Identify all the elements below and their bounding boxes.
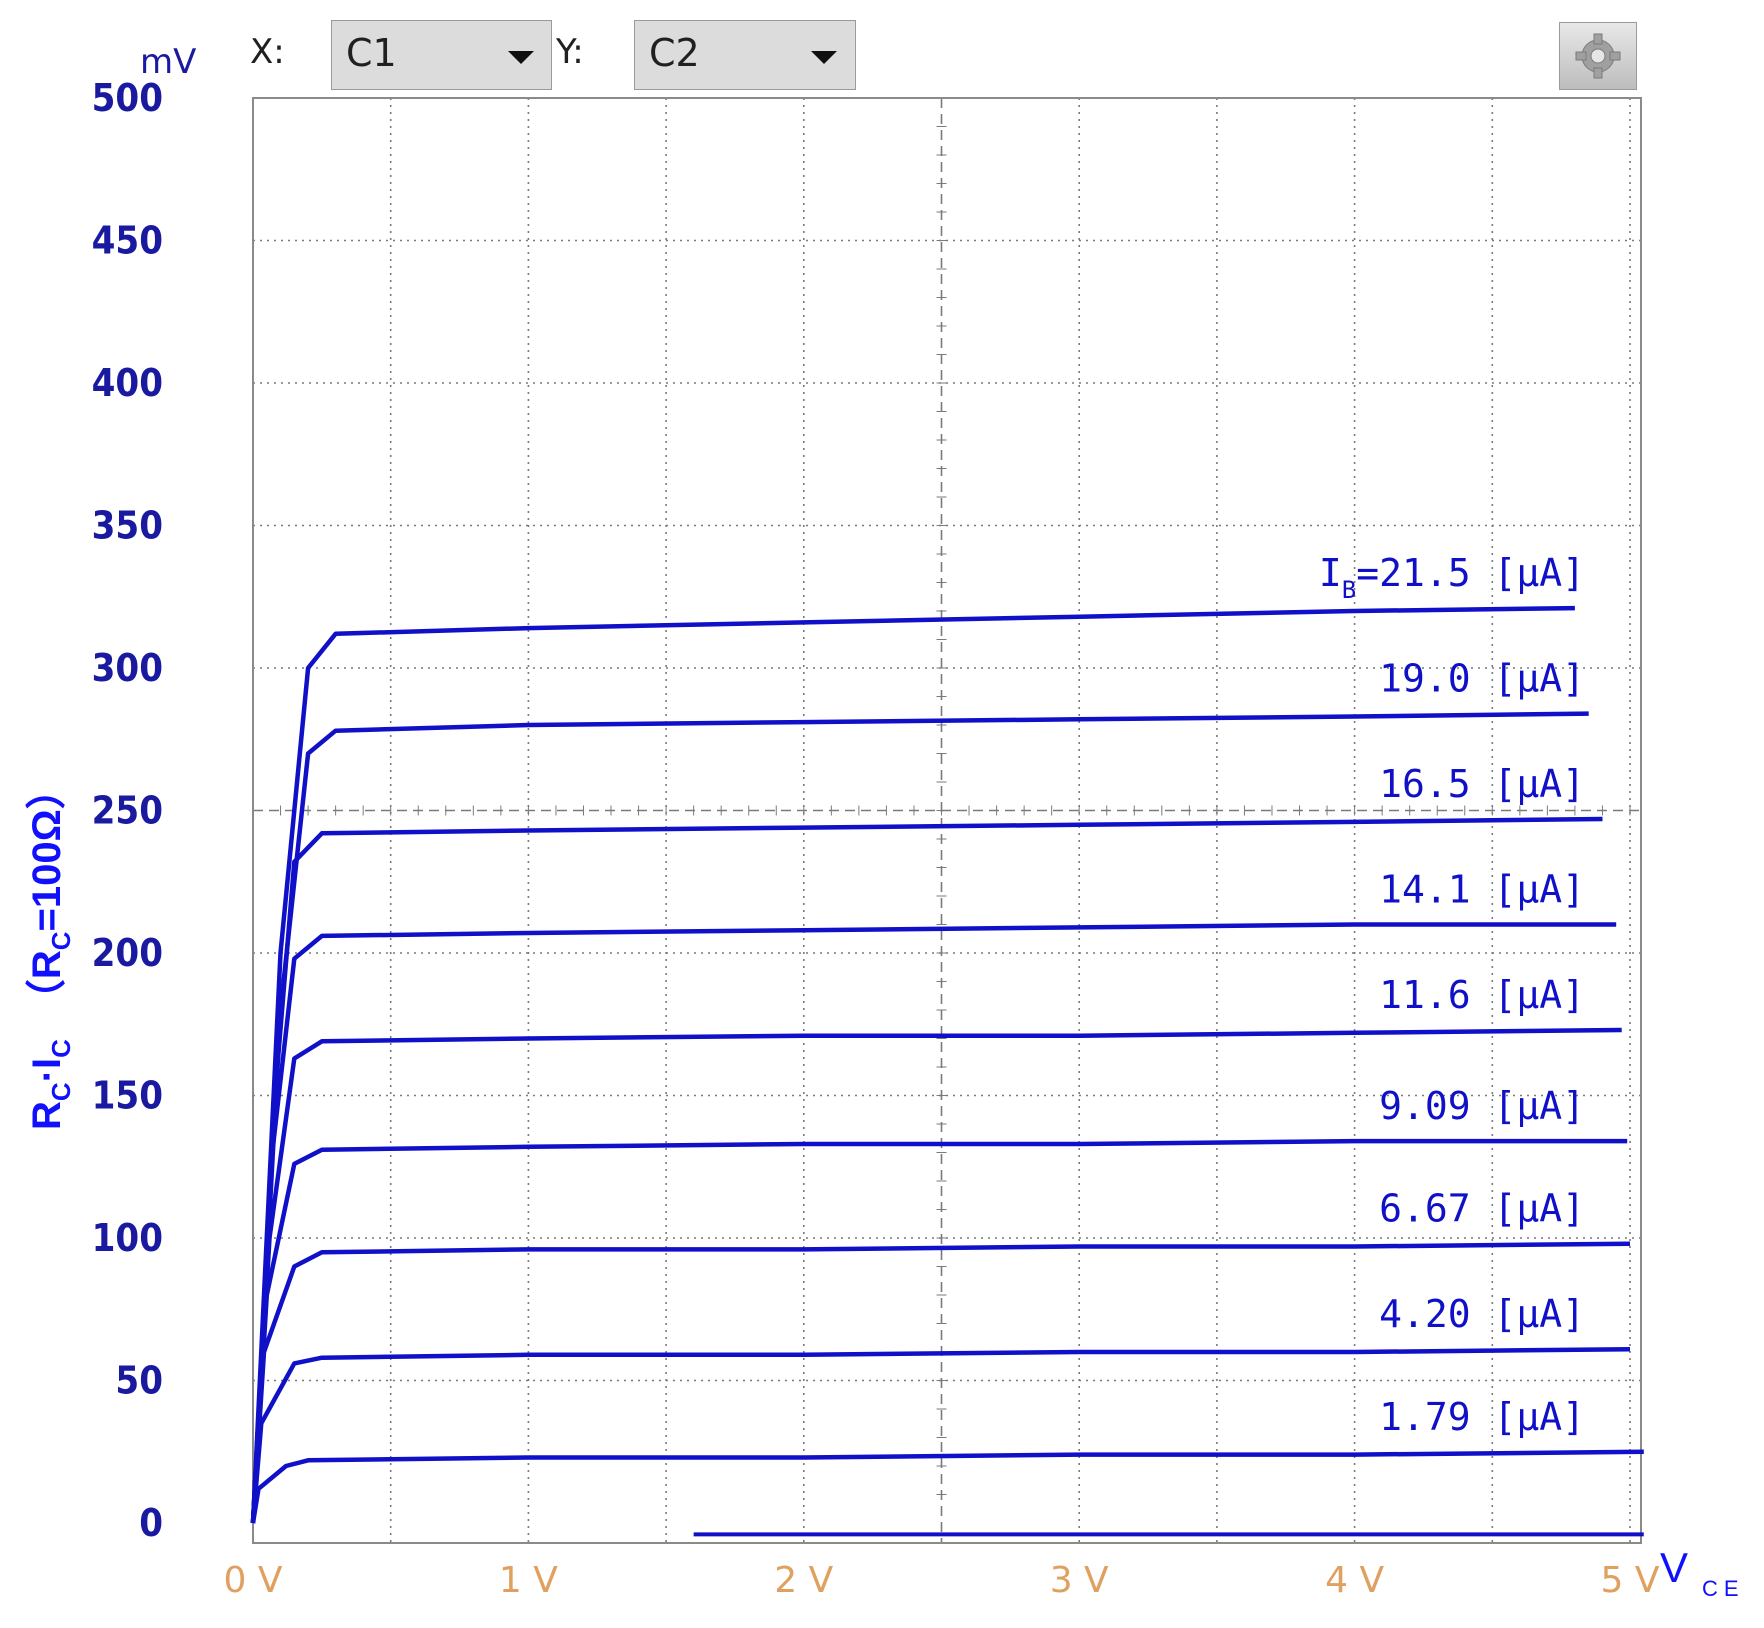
y-axis-ticks: 0 50 100 150 200 250 300 350 400 450 500: [92, 76, 163, 1545]
y-tick-label: 0: [139, 1501, 163, 1545]
chevron-down-icon: [811, 51, 837, 64]
x-tick-label: 1 V: [499, 1560, 558, 1601]
y-tick-label: 350: [92, 504, 163, 548]
y-tick-label: 400: [92, 361, 163, 405]
y-axis-label: RC·IC（RC=100Ω）: [25, 769, 76, 1130]
x-tick-label: 5 V: [1601, 1560, 1660, 1601]
x-tick-label: 4 V: [1325, 1560, 1384, 1601]
series-line-5: [250, 1138, 1628, 1524]
series-label-7: 4.20 [μA]: [1379, 1292, 1585, 1336]
x-axis-ticks: 0 V 1 V 2 V 3 V 4 V 5 V: [224, 1560, 1660, 1601]
x-select-label: X:: [250, 32, 285, 72]
gear-icon: [1575, 33, 1621, 79]
x-axis-label-subscript: CE: [1702, 1576, 1745, 1601]
series-line-0: [250, 605, 1575, 1524]
y-tick-label: 250: [92, 789, 163, 833]
series-label-5: 9.09 [μA]: [1379, 1084, 1585, 1128]
series-line-3: [250, 922, 1617, 1524]
x-tick-label: 3 V: [1050, 1560, 1109, 1601]
series-layer: [250, 605, 1644, 1537]
y-channel-select[interactable]: C2: [634, 20, 856, 90]
y-tick-label: 450: [92, 219, 163, 263]
series-label-3: 14.1 [μA]: [1379, 868, 1585, 912]
series-line-8: [250, 1449, 1644, 1524]
series-label-6: 6.67 [μA]: [1379, 1187, 1585, 1231]
series-label-0: IB=21.5 [μA]: [1319, 551, 1585, 604]
series-line-6: [250, 1241, 1631, 1524]
x-axis-label: V: [1660, 1544, 1688, 1591]
x-channel-value: C1: [346, 31, 397, 75]
y-tick-label: 150: [92, 1074, 163, 1118]
series-label-2: 16.5 [μA]: [1379, 762, 1585, 806]
series-line-4: [250, 1027, 1622, 1524]
plot-frame: [252, 97, 1642, 1544]
y-tick-label: 50: [115, 1359, 163, 1403]
y-channel-value: C2: [649, 31, 700, 75]
y-tick-label: 500: [92, 76, 163, 120]
x-tick-label: 0 V: [224, 1560, 283, 1601]
series-label-4: 11.6 [μA]: [1379, 973, 1585, 1017]
x-channel-select[interactable]: C1: [331, 20, 552, 90]
series-line-2: [250, 816, 1603, 1524]
series-line-7: [250, 1346, 1631, 1524]
settings-button[interactable]: [1559, 22, 1637, 90]
x-tick-label: 2 V: [774, 1560, 833, 1601]
y-tick-label: 300: [92, 646, 163, 690]
series-label-1: 19.0 [μA]: [1379, 657, 1585, 701]
series-labels: IB=21.5 [μA] 19.0 [μA] 16.5 [μA] 14.1 [μA] 1…: [1319, 551, 1585, 1439]
y-tick-label: 200: [92, 931, 163, 975]
series-label-8: 1.79 [μA]: [1379, 1395, 1585, 1439]
y-tick-label: 100: [92, 1216, 163, 1260]
unit-label: mV: [140, 42, 197, 82]
chevron-down-icon: [508, 51, 534, 64]
y-select-label: Y:: [556, 32, 584, 72]
